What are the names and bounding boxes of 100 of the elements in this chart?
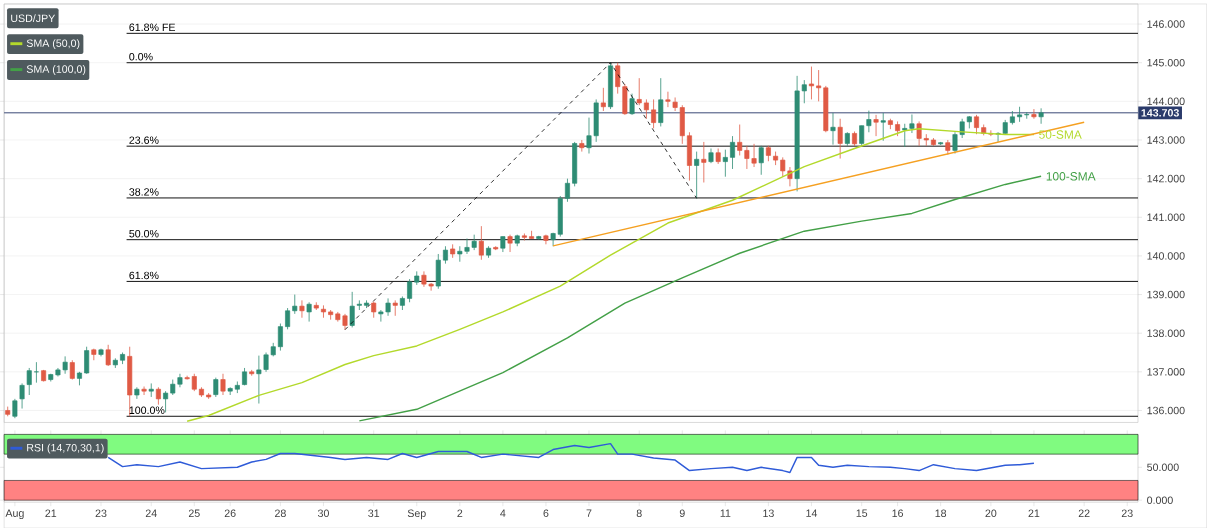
candlestick xyxy=(837,118,843,159)
y-tick-label: 141.000 xyxy=(1147,213,1185,221)
x-tick-label: 20 xyxy=(985,509,997,517)
candlestick xyxy=(478,225,484,261)
candlestick xyxy=(299,299,305,318)
candlestick xyxy=(26,367,32,396)
x-tick-label: 22 xyxy=(1078,509,1090,517)
y-tick-label: 142.000 xyxy=(1147,174,1185,183)
candlestick xyxy=(701,141,707,183)
annotation: 50.0% xyxy=(129,229,159,238)
x-tick-label: 6 xyxy=(543,509,549,517)
x-tick-label: 31 xyxy=(368,509,380,517)
candlestick xyxy=(277,322,283,351)
ref-line-label: 143.703 xyxy=(1141,108,1179,117)
candlestick xyxy=(873,114,879,137)
candlestick xyxy=(392,299,398,317)
x-tick-label: 18 xyxy=(935,509,947,517)
x-tick-label: 28 xyxy=(275,509,286,517)
candlestick xyxy=(1024,111,1030,119)
candlestick xyxy=(629,93,635,116)
x-tick-label: 30 xyxy=(317,509,329,517)
candlestick xyxy=(306,301,312,322)
candlestick xyxy=(1017,106,1023,123)
candlestick xyxy=(758,145,764,176)
candlestick xyxy=(1031,108,1037,119)
x-tick-label: 7 xyxy=(586,509,592,517)
x-tick-label: Sep xyxy=(407,509,426,519)
candlestick xyxy=(407,278,413,303)
candlestick xyxy=(19,382,25,409)
line-series xyxy=(358,175,1042,422)
annotation: 100.0% xyxy=(129,406,165,414)
candlestick xyxy=(12,398,18,419)
candlestick xyxy=(69,359,75,380)
candlestick xyxy=(220,373,226,396)
y-tick-label: 145.000 xyxy=(1147,58,1185,67)
x-tick-label: 25 xyxy=(188,509,200,517)
candlestick xyxy=(564,178,570,203)
candlestick xyxy=(1038,107,1044,124)
candlestick xyxy=(141,385,147,396)
annotation: 61.8% FE xyxy=(129,23,176,31)
x-tick-label: 15 xyxy=(856,509,868,517)
annotation: 100-SMA xyxy=(1046,171,1096,181)
candlestick xyxy=(213,377,219,398)
candlestick xyxy=(636,77,642,106)
candlestick xyxy=(349,291,355,328)
candlestick xyxy=(600,87,606,112)
candlestick xyxy=(830,112,836,145)
candlestick xyxy=(808,66,814,100)
candlestick xyxy=(859,125,865,147)
annotation: 38.2% xyxy=(129,188,159,196)
candlestick xyxy=(694,151,700,199)
candlestick xyxy=(148,382,154,398)
x-tick-label: 16 xyxy=(892,509,904,517)
line-series xyxy=(107,442,1035,474)
candlestick xyxy=(507,234,513,253)
x-tick-label: 11 xyxy=(720,509,731,517)
y-tick-label: 140.000 xyxy=(1147,251,1185,260)
x-tick-label: 23 xyxy=(1121,509,1133,517)
annotation: 50-SMA xyxy=(1039,130,1082,139)
candlestick xyxy=(816,69,822,102)
x-tick-label: 24 xyxy=(145,509,157,517)
y-tick-label: 139.000 xyxy=(1147,290,1185,299)
x-tick-label: 26 xyxy=(224,509,236,517)
annotation: 61.8% xyxy=(129,271,159,279)
annotation: 23.6% xyxy=(129,136,159,144)
candlestick xyxy=(651,98,657,129)
x-tick-label: 13 xyxy=(763,509,774,517)
candlestick xyxy=(866,110,872,133)
y-tick-label: 50.000 xyxy=(1147,463,1179,471)
y-tick-label: 138.000 xyxy=(1147,329,1185,337)
legend-label: RSI (14,70,30,1) xyxy=(27,443,104,454)
x-tick-label: 4 xyxy=(500,509,506,517)
candlestick xyxy=(134,386,140,400)
x-tick-label: 14 xyxy=(806,509,818,517)
y-tick-label: 146.000 xyxy=(1147,20,1185,28)
y-tick-label: 144.000 xyxy=(1147,97,1185,105)
candlestick xyxy=(320,304,326,318)
candlestick xyxy=(730,135,736,170)
x-tick-label: 23 xyxy=(95,509,107,517)
y-tick-label: 136.000 xyxy=(1147,406,1185,415)
candlestick xyxy=(84,346,90,375)
candlestick xyxy=(292,293,298,315)
candlestick xyxy=(285,307,291,330)
x-tick-label: 9 xyxy=(679,509,685,517)
text: USD/JPY xyxy=(11,14,56,22)
candlestick xyxy=(974,114,979,135)
x-tick-label: Aug xyxy=(5,509,24,519)
candlestick xyxy=(105,344,111,367)
candlestick xyxy=(356,299,362,311)
candlestick xyxy=(163,390,169,413)
x-tick-label: 8 xyxy=(636,509,642,517)
legend-label: SMA (50,0) xyxy=(26,38,80,49)
candlestick xyxy=(643,98,649,119)
y-tick-label: 137.000 xyxy=(1147,367,1185,376)
candlestick xyxy=(722,149,728,177)
x-tick-label: 21 xyxy=(45,509,57,517)
legend-label: SMA (100,0) xyxy=(26,64,86,75)
annotation: 0.0% xyxy=(129,52,153,61)
y-tick-label: 0.000 xyxy=(1147,496,1173,504)
x-tick-label: 21 xyxy=(1028,509,1040,517)
